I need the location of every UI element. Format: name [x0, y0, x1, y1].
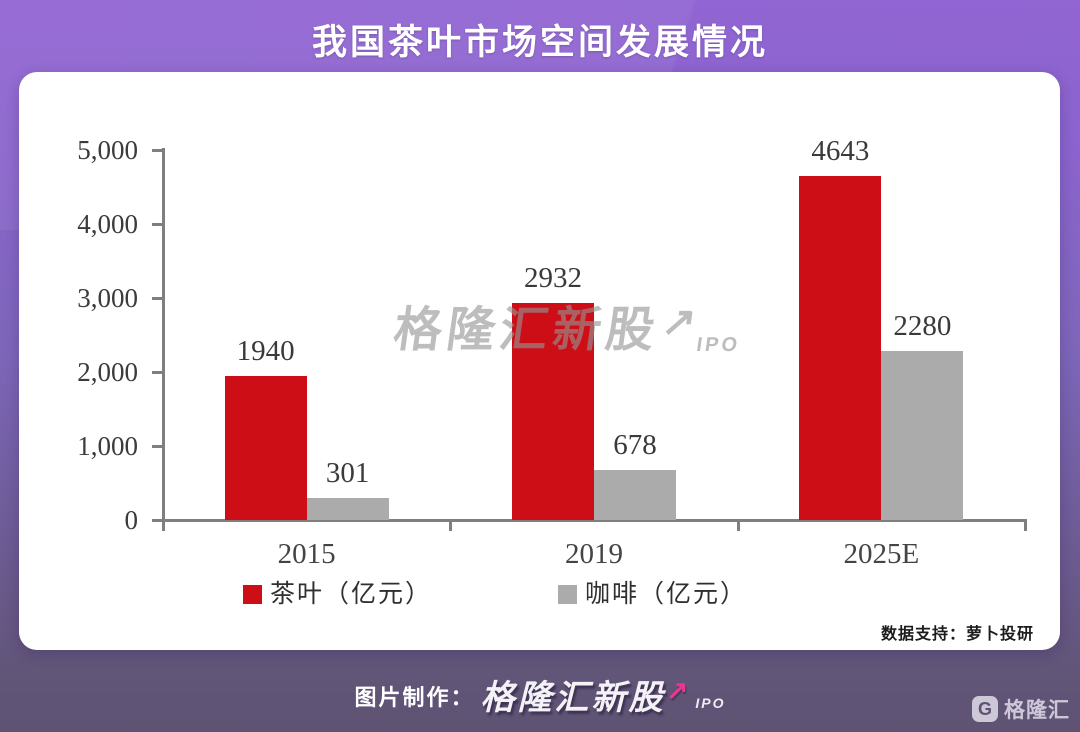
page-title: 我国茶叶市场空间发展情况 [311, 23, 768, 62]
footer-brand-text: 格隆汇新股↗ [481, 670, 692, 719]
footer-credit: 图片制作： 格隆汇新股↗ IPO [0, 668, 1080, 720]
chart-card [19, 72, 1060, 650]
footer-credit-label: 图片制作： [354, 685, 475, 710]
trend-up-arrow-icon: ↗ [666, 674, 692, 705]
data-source-note: 数据支持：萝卜投研 [880, 626, 1034, 643]
logo-brand-text: 格隆汇 [1004, 699, 1070, 722]
footer-ipo-text: IPO [695, 695, 726, 711]
gelonghui-logo: G 格隆汇 [972, 694, 1070, 724]
logo-g-icon: G [972, 696, 998, 722]
footer-brand-name: 格隆汇新股 [480, 678, 666, 717]
